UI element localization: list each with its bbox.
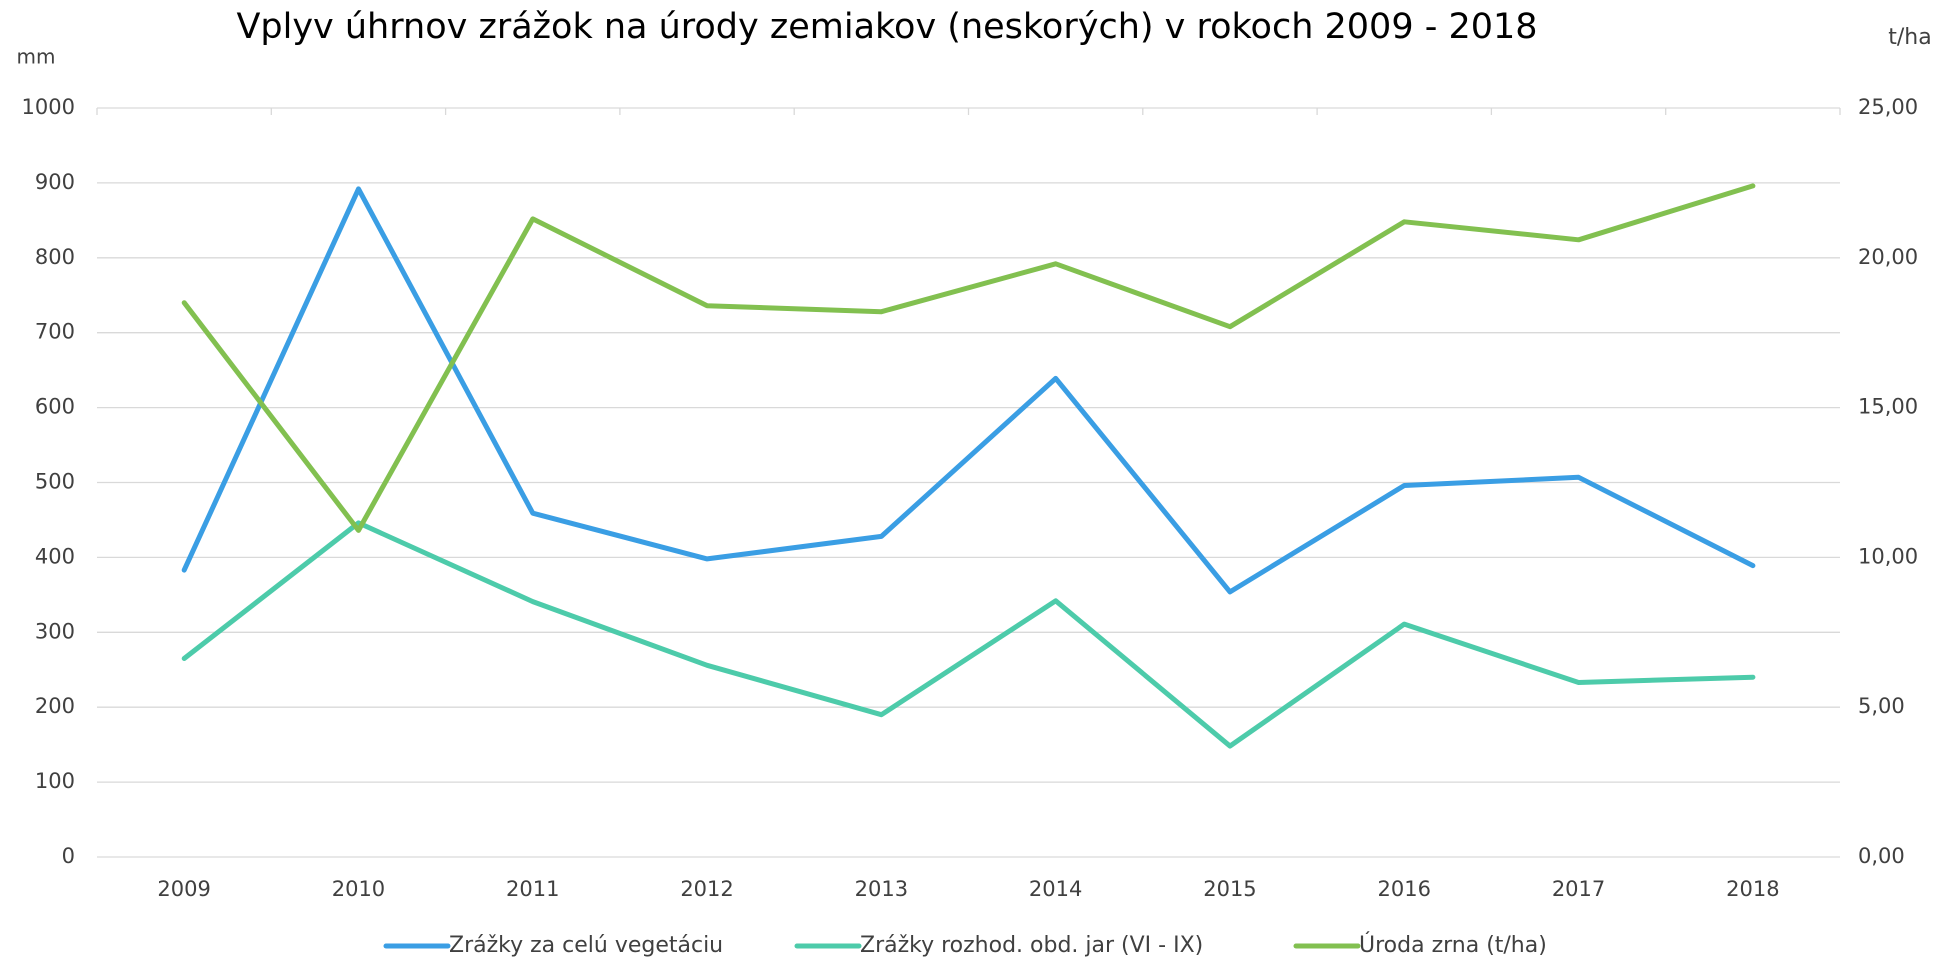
chart-title: Vplyv úhrnov zrážok na úrody zemiakov (n… xyxy=(236,7,1537,47)
series-line xyxy=(181,183,1756,533)
y2-tick-label: 15,00 xyxy=(1858,395,1918,419)
x-tick-label: 2014 xyxy=(1029,877,1082,901)
y-axis-label: mm xyxy=(17,45,56,69)
x-tick-label: 2018 xyxy=(1726,877,1779,901)
y2-axis-label: t/ha xyxy=(1888,25,1931,50)
y-tick-label: 900 xyxy=(35,170,75,194)
y2-tick-label: 25,00 xyxy=(1858,95,1918,119)
y-tick-label: 700 xyxy=(35,320,75,344)
y-tick-label: 800 xyxy=(35,245,75,269)
y-tick-label: 0 xyxy=(62,844,75,868)
y-tick-label: 400 xyxy=(35,544,75,568)
series-line xyxy=(181,186,1756,595)
x-tick-label: 2012 xyxy=(680,877,733,901)
y-tick-label: 300 xyxy=(35,619,75,643)
legend-label: Zrážky za celú vegetáciu xyxy=(449,933,723,958)
x-tick-label: 2017 xyxy=(1552,877,1605,901)
legend-label: Úroda zrna (t/ha) xyxy=(1359,932,1547,958)
x-tick-label: 2015 xyxy=(1203,877,1256,901)
legend-label: Zrážky rozhod. obd. jar (VI - IX) xyxy=(860,933,1203,958)
x-tick-label: 2016 xyxy=(1378,877,1431,901)
x-tick-label: 2010 xyxy=(332,877,385,901)
y-tick-label: 100 xyxy=(35,769,75,793)
y2-tick-label: 20,00 xyxy=(1858,245,1918,269)
y2-tick-label: 0,00 xyxy=(1858,844,1905,868)
x-tick-label: 2013 xyxy=(855,877,908,901)
y-tick-label: 1000 xyxy=(22,95,75,119)
y-tick-label: 200 xyxy=(35,694,75,718)
y-tick-label: 600 xyxy=(35,395,75,419)
y2-tick-label: 10,00 xyxy=(1858,544,1918,568)
y2-tick-label: 5,00 xyxy=(1858,694,1905,718)
x-tick-label: 2009 xyxy=(157,877,210,901)
y-tick-label: 500 xyxy=(35,470,75,494)
x-tick-label: 2011 xyxy=(506,877,559,901)
series-line xyxy=(181,520,1756,749)
